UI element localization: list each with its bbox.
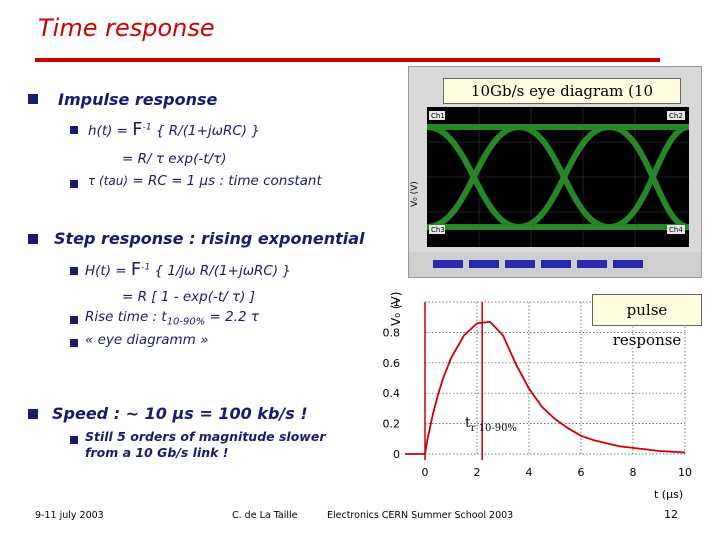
eye-diagram-text: « eye diagramm » xyxy=(85,332,209,348)
bullet-marker xyxy=(70,180,78,188)
impulse-formula-pre: h(t) = xyxy=(88,123,133,139)
eye-diagram-caption: 10Gb/s eye diagram (10 ps/div) xyxy=(443,78,681,124)
impulse-heading-em: Impulse xyxy=(58,90,130,109)
impulse-result: = R/ τ exp(-t/τ) xyxy=(122,151,227,167)
tau-label: τ (tau) xyxy=(88,174,129,188)
rise-time: Rise time : t10-90% = 2.2 τ xyxy=(85,309,259,328)
fourier-symbol: F xyxy=(132,119,143,140)
fourier-symbol: F xyxy=(130,259,142,280)
footer-author: C. de La Taille xyxy=(232,510,298,521)
bullet-marker xyxy=(28,234,38,244)
impulse-formula-post: { R/(1+jωRC) } xyxy=(151,123,260,139)
bullet-marker xyxy=(70,126,78,134)
eye-marker-1 xyxy=(429,111,445,120)
footer-event: Electronics CERN Summer School 2003 xyxy=(327,510,514,521)
chart-xtick-label: 2 xyxy=(474,466,481,479)
still-slower-note: Still 5 orders of magnitude slower from … xyxy=(85,429,326,461)
chart-ytick-label: 0 xyxy=(393,448,400,461)
pulse-response-chart: 0 2 4 6 8 10 0 0.2 0.4 0.6 0.8 1 V₀ (V) t (μs) tr 1… xyxy=(383,292,693,501)
chart-xtick-label: 8 xyxy=(630,466,637,479)
tau-definition: τ (tau) = RC = 1 μs : time constant xyxy=(88,173,322,189)
rise-time-pre: Rise time : t xyxy=(85,309,167,325)
pulse-response-caption: pulse response xyxy=(592,294,702,349)
chart-ytick-label: 0.8 xyxy=(383,326,401,339)
tau-value: = RC = 1 μs : time constant xyxy=(128,173,322,189)
eye-marker-4-label: Ch4 xyxy=(669,226,683,234)
eye-marker-2-label: Ch2 xyxy=(669,112,683,120)
bullet-marker xyxy=(28,94,38,104)
chart-ytick-label: 1 xyxy=(393,296,400,309)
eye-marker-2 xyxy=(667,111,685,120)
step-formula-post: { 1/jω R/(1+jωRC) } xyxy=(150,263,291,279)
step-heading: Step response : rising exponential xyxy=(54,229,365,248)
eye-marker-4 xyxy=(667,225,685,234)
impulse-formula: h(t) = F-1 { R/(1+jωRC) } xyxy=(88,119,260,140)
eye-diagram-svg: Ch1 Ch2 Ch3 Ch4 V₀ (V) xyxy=(409,107,701,277)
chart-xtick-label: 4 xyxy=(526,466,533,479)
chart-ytick-label: 0.2 xyxy=(383,418,401,431)
inverse-sup: -1 xyxy=(142,122,152,133)
rise-time-label-t: t xyxy=(465,415,471,431)
rise-time-label-sub: r 10-90% xyxy=(471,423,517,434)
step-formula-pre: H(t) = xyxy=(85,263,131,279)
chart-xlabel: t (μs) xyxy=(654,488,683,501)
inverse-sup: -1 xyxy=(141,262,151,273)
still-slower-line-2: from a 10 Gb/s link ! xyxy=(85,445,229,460)
eye-status-readouts xyxy=(433,260,643,268)
chart-ytick-label: 0.4 xyxy=(383,387,401,400)
rise-time-sub: 10-90% xyxy=(166,316,206,328)
impulse-heading: Impulse response xyxy=(58,90,217,109)
rise-time-label: tr 10-90% xyxy=(465,415,517,434)
bullet-marker xyxy=(70,316,78,324)
rise-time-post: = 2.2 τ xyxy=(205,309,260,325)
footer-date: 9-11 july 2003 xyxy=(35,510,104,521)
chart-ylabel: V₀ (V) xyxy=(389,292,403,326)
eye-traces xyxy=(426,124,690,230)
title-divider xyxy=(35,58,660,62)
chart-xtick-label: 6 xyxy=(578,466,585,479)
step-result: = R [ 1 - exp(-t/ τ) ] xyxy=(122,289,255,305)
chart-xtick-label: 0 xyxy=(422,466,429,479)
step-heading-em: Step xyxy=(54,229,96,248)
bullet-marker xyxy=(70,339,78,347)
eye-marker-3-label: Ch3 xyxy=(431,226,445,234)
bullet-marker xyxy=(28,409,38,419)
chart-series-line xyxy=(405,320,686,455)
chart-tick-labels: 0 2 4 6 8 10 0 0.2 0.4 0.6 0.8 1 xyxy=(383,296,693,479)
bullet-marker xyxy=(70,267,78,275)
chart-ytick-label: 0.6 xyxy=(383,357,401,370)
page-title: Time response xyxy=(38,14,215,42)
step-heading-rest: response : rising exponential xyxy=(95,229,365,248)
eye-marker-3 xyxy=(429,225,445,234)
speed-heading: Speed : ~ 10 μs = 100 kb/s ! xyxy=(52,404,308,423)
chart-xtick-label: 10 xyxy=(678,466,692,479)
eye-marker-1-label: Ch1 xyxy=(431,112,445,120)
eye-ylabel: V₀ (V) xyxy=(410,181,420,207)
step-formula: H(t) = F-1 { 1/jω R/(1+jωRC) } xyxy=(85,259,291,280)
still-slower-line-1: Still 5 orders of magnitude slower xyxy=(85,429,326,444)
bullet-marker xyxy=(70,436,78,444)
page-number: 12 xyxy=(664,508,678,521)
impulse-heading-rest: response xyxy=(129,90,218,109)
